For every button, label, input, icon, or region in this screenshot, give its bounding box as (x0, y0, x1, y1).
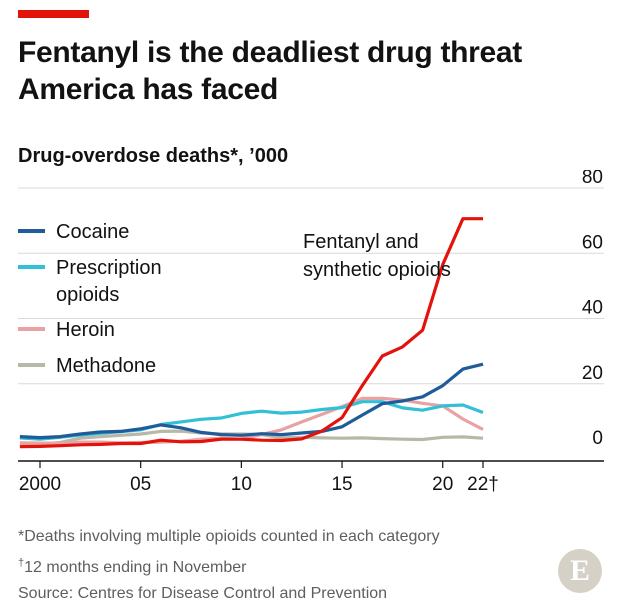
x-tick-label: 22† (467, 474, 499, 495)
footnote-multiple-opioids: *Deaths involving multiple opioids count… (18, 528, 440, 545)
legend-label: opioids (56, 284, 119, 306)
footnote-period: †12 months ending in November (18, 550, 440, 581)
x-tick-label: 20 (432, 474, 453, 495)
legend-label: Prescription (56, 257, 162, 279)
y-tick-label: 40 (582, 298, 603, 319)
legend-label: Heroin (56, 319, 115, 341)
series-line-cocaine (19, 362, 484, 440)
fentanyl-annotation: synthetic opioids (303, 259, 451, 281)
accent-bar (18, 10, 89, 18)
y-tick-label: 80 (582, 170, 603, 188)
x-tick-label: 15 (331, 474, 352, 495)
y-tick-label: 20 (582, 363, 603, 384)
legend-label: Cocaine (56, 221, 129, 243)
footnote-period-text: 12 months ending in November (24, 559, 247, 576)
source-note: Source: Centres for Disease Control and … (18, 585, 388, 602)
y-tick-label: 60 (582, 232, 603, 253)
legend-label: Methadone (56, 355, 156, 377)
chart-subtitle: Drug-overdose deaths*, ’000 (18, 145, 289, 167)
footnotes: *Deaths involving multiple opioids count… (18, 524, 440, 607)
y-tick-label: 0 (592, 428, 603, 449)
economist-logo: E (558, 549, 602, 593)
dagger-mark: † (18, 557, 25, 569)
line-chart: 0 20 40 60 80 2000 05 10 15 20 22† Cocaine Prescript… (18, 170, 604, 495)
chart-title: Fentanyl is the deadliest drug threat Am… (18, 36, 522, 106)
fentanyl-annotation: Fentanyl and (303, 231, 419, 253)
x-tick-label: 10 (231, 474, 252, 495)
x-tick-label: 2000 (19, 474, 61, 495)
x-tick-label: 05 (130, 474, 151, 495)
series-line-fentanyl-and-synthetic-opioids (19, 217, 483, 449)
